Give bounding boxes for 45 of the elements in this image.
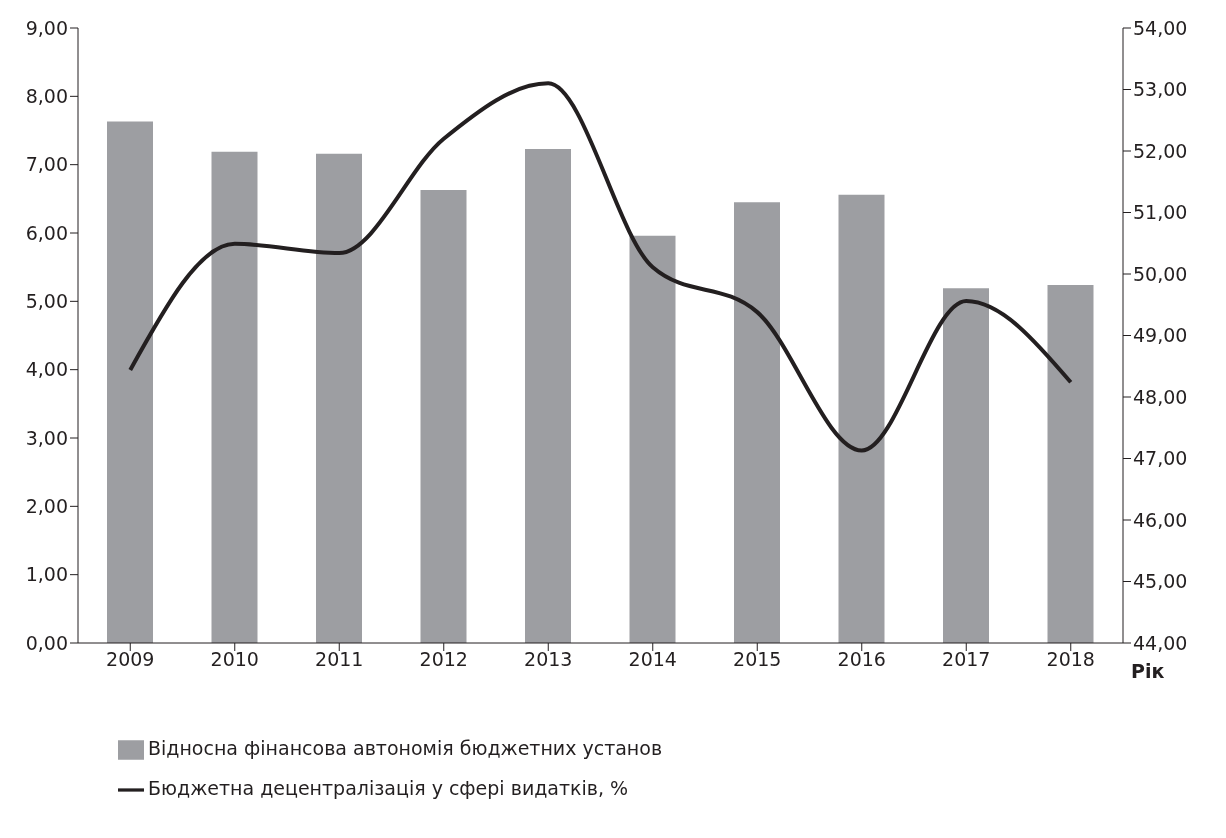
x-tick-label: 2015 bbox=[733, 648, 782, 671]
x-tick-label: 2011 bbox=[315, 648, 364, 671]
x-tick-label: 2018 bbox=[1046, 648, 1095, 671]
x-tick-label: 2012 bbox=[419, 648, 468, 671]
bar bbox=[316, 153, 362, 643]
x-axis-title: Рік bbox=[1131, 660, 1165, 683]
y2-tick-label: 48,00 bbox=[1133, 385, 1188, 408]
x-tick-label: 2009 bbox=[106, 648, 155, 671]
bar bbox=[1047, 284, 1094, 643]
y2-tick-label: 54,00 bbox=[1133, 16, 1188, 39]
bar bbox=[525, 148, 571, 643]
y2-tick-label: 53,00 bbox=[1133, 78, 1188, 101]
bar bbox=[629, 235, 676, 643]
bar bbox=[420, 189, 467, 643]
y-tick-label: 4,00 bbox=[25, 358, 68, 381]
y2-tick-label: 51,00 bbox=[1133, 201, 1188, 224]
y2-tick-label: 50,00 bbox=[1133, 262, 1188, 285]
y2-tick-label: 44,00 bbox=[1133, 631, 1188, 654]
y2-tick-label: 49,00 bbox=[1133, 324, 1188, 347]
y-tick-label: 3,00 bbox=[25, 426, 68, 449]
x-tick-label: 2016 bbox=[837, 648, 886, 671]
y-tick-label: 8,00 bbox=[25, 85, 68, 108]
x-tick-label: 2010 bbox=[210, 648, 259, 671]
line-series bbox=[128, 81, 1073, 453]
y-tick-label: 6,00 bbox=[25, 221, 68, 244]
y2-tick-label: 47,00 bbox=[1133, 447, 1188, 470]
y-tick-label: 0,00 bbox=[25, 631, 68, 654]
y-tick-label: 7,00 bbox=[25, 153, 68, 176]
bar bbox=[838, 194, 885, 643]
y2-tick-label: 45,00 bbox=[1133, 570, 1188, 593]
x-tick-label: 2017 bbox=[942, 648, 991, 671]
bar bbox=[943, 288, 989, 643]
legend-label: Бюджетна децентралізація у сфері видатків, % bbox=[148, 777, 629, 799]
bar bbox=[211, 151, 258, 643]
y-tick-label: 1,00 bbox=[25, 563, 68, 586]
y-tick-label: 5,00 bbox=[25, 290, 68, 313]
x-tick-label: 2013 bbox=[524, 648, 573, 671]
bar bbox=[734, 202, 780, 643]
legend-label: Відносна фінансова автономія бюджетних установ bbox=[148, 737, 663, 759]
bar bbox=[107, 121, 153, 643]
y2-tick-label: 52,00 bbox=[1133, 139, 1188, 162]
y2-tick-label: 46,00 bbox=[1133, 508, 1188, 531]
y-tick-label: 9,00 bbox=[25, 16, 68, 39]
y-tick-label: 2,00 bbox=[25, 495, 68, 518]
x-tick-label: 2014 bbox=[628, 648, 677, 671]
